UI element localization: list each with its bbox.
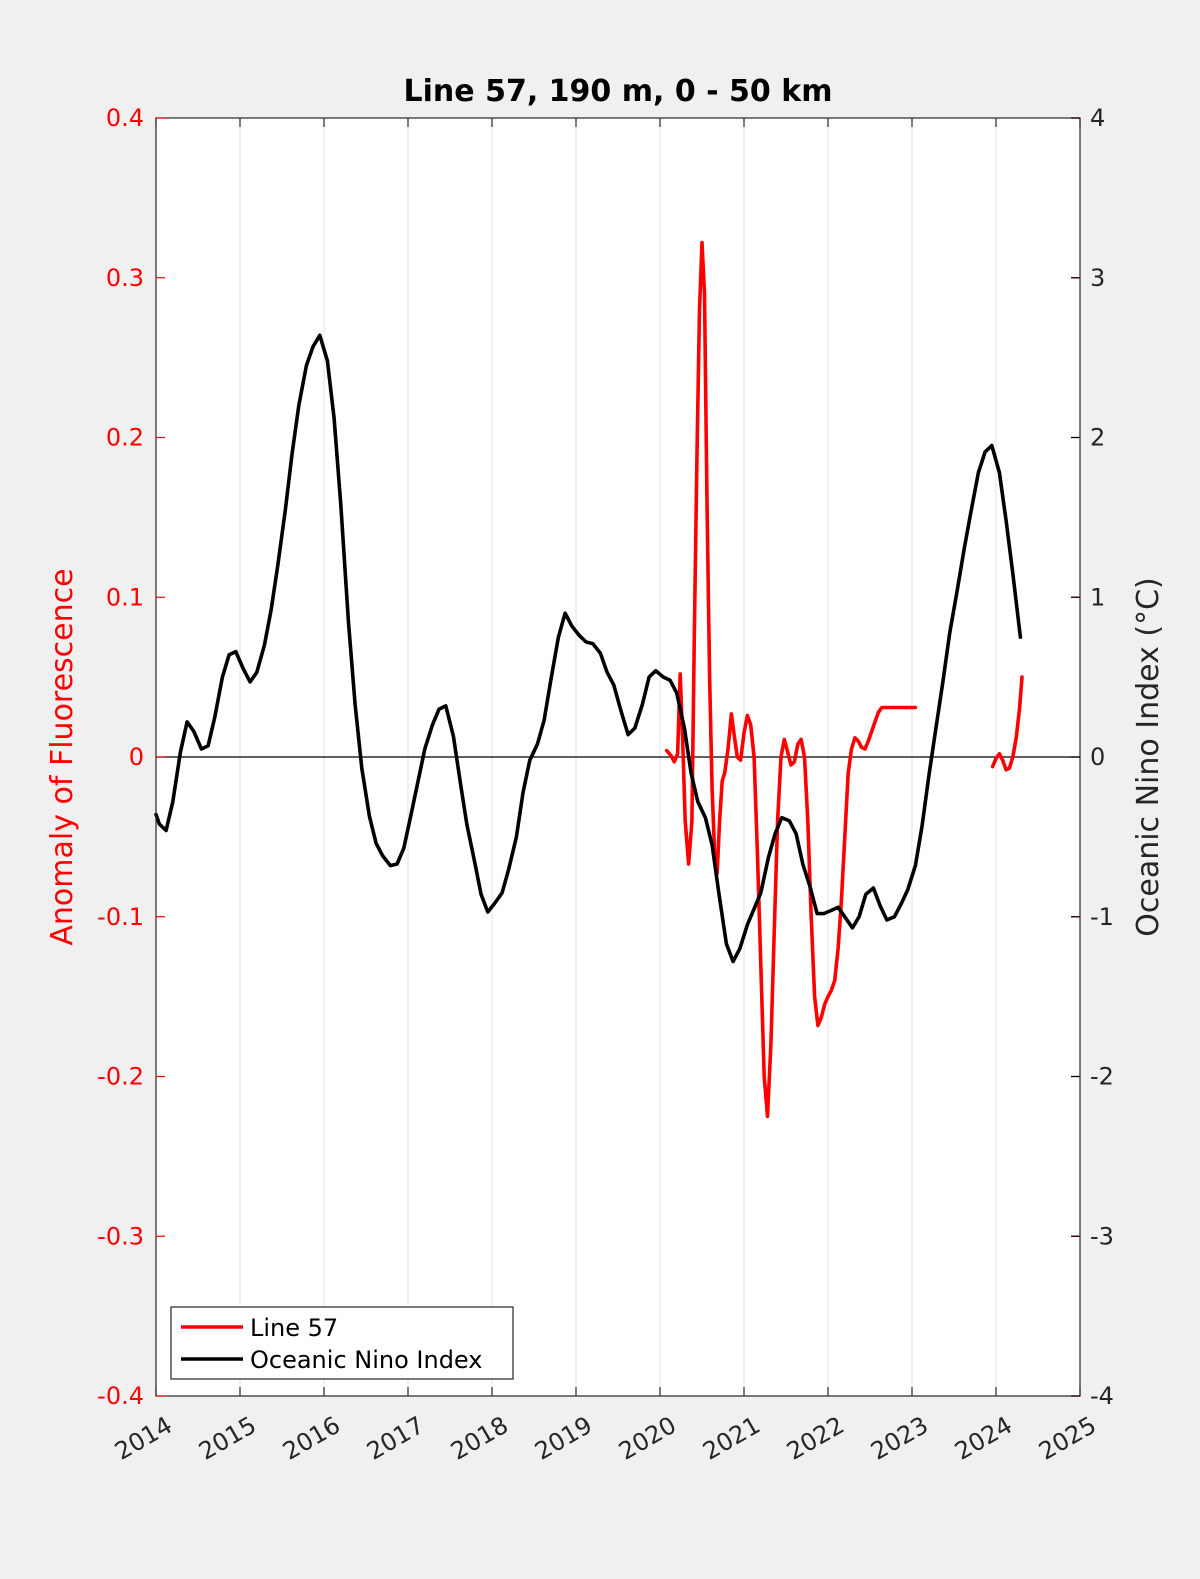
chart-title: Line 57, 190 m, 0 - 50 km <box>404 74 833 109</box>
x-tick-label: 2024 <box>950 1411 1017 1466</box>
left-tick-label: -0.3 <box>97 1222 144 1250</box>
left-tick-label: 0.3 <box>106 264 144 292</box>
x-tick-label: 2025 <box>1034 1411 1101 1466</box>
x-tick-label: 2018 <box>446 1411 513 1466</box>
legend-label-oni: Oceanic Nino Index <box>250 1346 482 1374</box>
right-tick-label: 1 <box>1090 583 1105 611</box>
right-tick-label: 0 <box>1090 743 1105 771</box>
series-lines <box>154 240 1024 1119</box>
left-tick-label: -0.4 <box>97 1382 144 1410</box>
left-tick-label: 0.2 <box>106 424 144 452</box>
legend: Line 57 Oceanic Nino Index <box>170 1306 514 1380</box>
right-tick-label: 3 <box>1090 264 1105 292</box>
left-tick-label: 0 <box>129 743 144 771</box>
x-tick-label: 2023 <box>866 1411 933 1466</box>
right-tick-label: -1 <box>1090 903 1114 931</box>
right-axis-label: Oceanic Nino Index (°C) <box>1131 577 1166 937</box>
x-tick-label: 2021 <box>698 1411 765 1466</box>
left-tick-label: -0.1 <box>97 903 144 931</box>
line-57-series-segment-1 <box>990 675 1024 772</box>
line-57-series-segment-0 <box>664 240 918 1119</box>
left-axis-label: Anomaly of Fluorescence <box>45 568 80 945</box>
oni-series-segment-0 <box>154 333 1023 964</box>
left-tick-label: -0.2 <box>97 1063 144 1091</box>
x-tick-label: 2022 <box>782 1411 849 1466</box>
left-tick-label: 0.4 <box>106 104 144 132</box>
x-tick-label: 2019 <box>530 1411 597 1466</box>
right-tick-label: 4 <box>1090 104 1105 132</box>
right-tick-label: -3 <box>1090 1222 1114 1250</box>
right-tick-label: -4 <box>1090 1382 1114 1410</box>
x-tick-label: 2016 <box>278 1411 345 1466</box>
x-tick-label: 2014 <box>110 1411 177 1466</box>
x-tick-label: 2015 <box>194 1411 261 1466</box>
legend-box <box>170 1306 514 1380</box>
right-tick-label: 2 <box>1090 424 1105 452</box>
x-tick-label: 2020 <box>614 1411 681 1466</box>
legend-label-line-57: Line 57 <box>250 1314 338 1342</box>
x-tick-label: 2017 <box>362 1411 429 1466</box>
left-tick-label: 0.1 <box>106 583 144 611</box>
right-tick-label: -2 <box>1090 1063 1114 1091</box>
